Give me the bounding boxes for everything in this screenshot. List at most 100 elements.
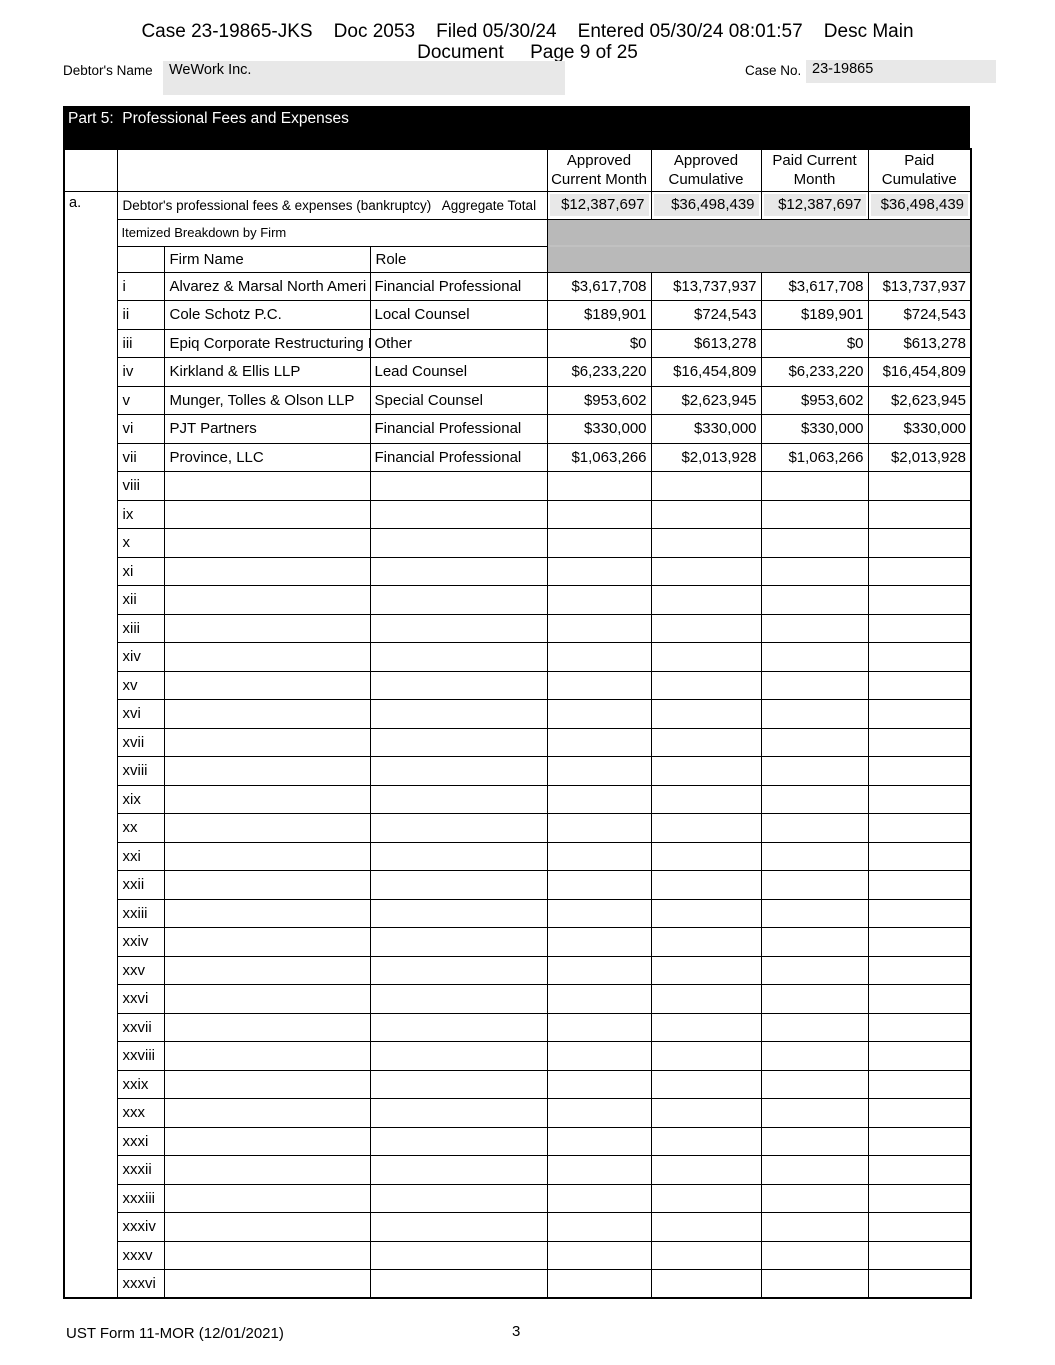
col-header-approved-cumulative: Approved Cumulative bbox=[650, 148, 762, 192]
approved-current-cell: $1,063,266 bbox=[546, 442, 652, 472]
approved-cumulative-cell bbox=[650, 727, 762, 757]
approved-current-cell bbox=[546, 756, 652, 786]
firm-name-cell: Munger, Tolles & Olson LLP bbox=[163, 385, 371, 415]
row-numeral: xxii bbox=[116, 870, 165, 900]
paid-cumulative-cell bbox=[867, 1240, 972, 1270]
paid-cumulative-cell bbox=[867, 841, 972, 871]
role-cell: Lead Counsel bbox=[369, 357, 548, 387]
firm-name-cell bbox=[163, 1041, 371, 1071]
row-numeral: xvii bbox=[116, 727, 165, 757]
table-row: xxxv bbox=[64, 1240, 972, 1270]
approved-current-cell bbox=[546, 1012, 652, 1042]
approved-current-cell bbox=[546, 841, 652, 871]
role-cell bbox=[369, 1269, 548, 1299]
paid-cumulative-cell bbox=[867, 528, 972, 558]
professional-fees-table: Approved Current Month Approved Cumulati… bbox=[63, 148, 973, 1299]
paid-current-cell: $1,063,266 bbox=[760, 442, 869, 472]
paid-current-cell bbox=[760, 898, 869, 928]
table-row: xii bbox=[64, 585, 972, 615]
firm-name-cell bbox=[163, 955, 371, 985]
approved-cumulative-cell bbox=[650, 1012, 762, 1042]
approved-cumulative-cell bbox=[650, 1269, 762, 1299]
role-header: Role bbox=[369, 245, 548, 273]
paid-cumulative-cell bbox=[867, 727, 972, 757]
firm-name-cell: Province, LLC bbox=[163, 442, 371, 472]
approved-cumulative-cell bbox=[650, 1183, 762, 1213]
role-cell bbox=[369, 499, 548, 529]
firm-name-cell bbox=[163, 1155, 371, 1185]
col-header-paid-cumulative: Paid Cumulative bbox=[867, 148, 972, 192]
itemized-breakdown-row: Itemized Breakdown by Firm bbox=[64, 218, 972, 273]
table-row: xviii bbox=[64, 756, 972, 786]
paid-current-cell bbox=[760, 1069, 869, 1099]
firm-name-cell bbox=[163, 499, 371, 529]
firm-name-cell: Kirkland & Ellis LLP bbox=[163, 357, 371, 387]
paid-cumulative-cell bbox=[867, 927, 972, 957]
approved-cumulative-cell bbox=[650, 1126, 762, 1156]
paid-current-cell: $3,617,708 bbox=[760, 271, 869, 301]
firm-name-cell bbox=[163, 870, 371, 900]
aggregate-total-description: Debtor's professional fees & expenses (b… bbox=[116, 190, 548, 220]
firm-name-cell bbox=[163, 670, 371, 700]
row-numeral: xvi bbox=[116, 699, 165, 729]
approved-cumulative-cell bbox=[650, 585, 762, 615]
role-cell bbox=[369, 927, 548, 957]
firm-name-cell bbox=[163, 471, 371, 501]
paid-cumulative-cell: $2,013,928 bbox=[867, 442, 972, 472]
role-cell: Special Counsel bbox=[369, 385, 548, 415]
role-cell bbox=[369, 1240, 548, 1270]
approved-current-cell bbox=[546, 1212, 652, 1242]
row-letter-cell: a. bbox=[63, 190, 118, 1299]
paid-current-cell bbox=[760, 1212, 869, 1242]
table-row: ii Cole Schotz P.C. Local Counsel $189,9… bbox=[64, 300, 972, 330]
approved-cumulative-cell bbox=[650, 984, 762, 1014]
approved-current-cell bbox=[546, 898, 652, 928]
table-row: xxii bbox=[64, 870, 972, 900]
table-row: xxix bbox=[64, 1069, 972, 1099]
approved-current-cell bbox=[546, 784, 652, 814]
approved-current-cell bbox=[546, 1240, 652, 1270]
paid-current-cell: $330,000 bbox=[760, 414, 869, 444]
paid-cumulative-cell bbox=[867, 1041, 972, 1071]
paid-current-cell bbox=[760, 1240, 869, 1270]
approved-cumulative-cell bbox=[650, 955, 762, 985]
table-row: vi PJT Partners Financial Professional $… bbox=[64, 414, 972, 444]
row-numeral: i bbox=[116, 271, 165, 301]
col-header-approved-current: Approved Current Month bbox=[546, 148, 652, 192]
approved-cumulative-cell: $2,623,945 bbox=[650, 385, 762, 415]
row-numeral: iii bbox=[116, 328, 165, 358]
firm-name-cell bbox=[163, 756, 371, 786]
table-row: xiii bbox=[64, 613, 972, 643]
role-cell bbox=[369, 1212, 548, 1242]
paid-current-cell bbox=[760, 670, 869, 700]
debtor-name-label: Debtor's Name bbox=[63, 63, 153, 78]
table-row: x bbox=[64, 528, 972, 558]
approved-cumulative-cell bbox=[650, 1041, 762, 1071]
table-row: xxx bbox=[64, 1098, 972, 1128]
row-numeral: xxiv bbox=[116, 927, 165, 957]
table-row: xv bbox=[64, 670, 972, 700]
approved-current-cell: $953,602 bbox=[546, 385, 652, 415]
paid-cumulative-cell bbox=[867, 784, 972, 814]
paid-current-cell bbox=[760, 784, 869, 814]
paid-cumulative-cell bbox=[867, 1069, 972, 1099]
paid-cumulative-cell bbox=[867, 1269, 972, 1299]
approved-cumulative-cell bbox=[650, 841, 762, 871]
approved-cumulative-cell bbox=[650, 670, 762, 700]
row-numeral: xi bbox=[116, 556, 165, 586]
paid-current-cell bbox=[760, 1098, 869, 1128]
role-cell: Local Counsel bbox=[369, 300, 548, 330]
approved-current-cell bbox=[546, 699, 652, 729]
paid-current-cell bbox=[760, 528, 869, 558]
role-cell bbox=[369, 1183, 548, 1213]
paid-cumulative-cell: $613,278 bbox=[867, 328, 972, 358]
header-spacer-cell bbox=[116, 148, 548, 192]
table-row: xxi bbox=[64, 841, 972, 871]
paid-current-cell bbox=[760, 756, 869, 786]
firm-name-cell bbox=[163, 556, 371, 586]
firm-name-cell bbox=[163, 528, 371, 558]
paid-current-cell: $0 bbox=[760, 328, 869, 358]
field-value: $36,498,439 bbox=[653, 194, 759, 216]
firm-name-cell bbox=[163, 1240, 371, 1270]
paid-current-cell bbox=[760, 813, 869, 843]
